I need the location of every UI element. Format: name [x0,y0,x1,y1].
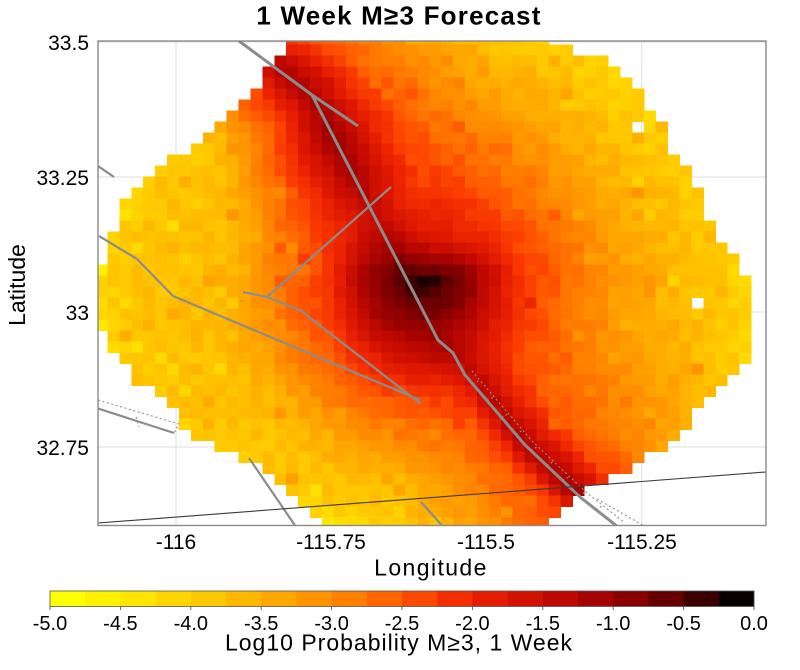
svg-text:1 Week M≥3 Forecast: 1 Week M≥3 Forecast [256,1,541,31]
svg-text:32.75: 32.75 [36,437,89,460]
svg-text:-2.0: -2.0 [455,613,489,635]
svg-text:-4.5: -4.5 [103,613,137,635]
svg-text:33.5: 33.5 [48,32,89,55]
svg-text:-115.75: -115.75 [296,531,366,554]
svg-text:Longitude: Longitude [374,555,488,581]
svg-text:33.25: 33.25 [36,167,89,190]
svg-text:-116: -116 [156,531,196,554]
svg-text:-115.5: -115.5 [457,531,515,554]
svg-text:-2.5: -2.5 [385,613,419,635]
svg-text:Log10 Probability M≥3, 1 Week: Log10 Probability M≥3, 1 Week [225,630,573,656]
svg-text:-1.0: -1.0 [596,613,630,635]
svg-text:-115.25: -115.25 [607,531,677,554]
svg-text:Latitude: Latitude [4,244,30,326]
svg-text:-1.5: -1.5 [526,613,560,635]
svg-text:-5.0: -5.0 [33,613,67,635]
svg-text:-3.0: -3.0 [314,613,348,635]
svg-text:-0.5: -0.5 [666,613,700,635]
svg-text:-4.0: -4.0 [174,613,208,635]
svg-text:0.0: 0.0 [740,613,768,635]
svg-text:-3.5: -3.5 [244,613,278,635]
svg-text:33: 33 [66,302,89,325]
